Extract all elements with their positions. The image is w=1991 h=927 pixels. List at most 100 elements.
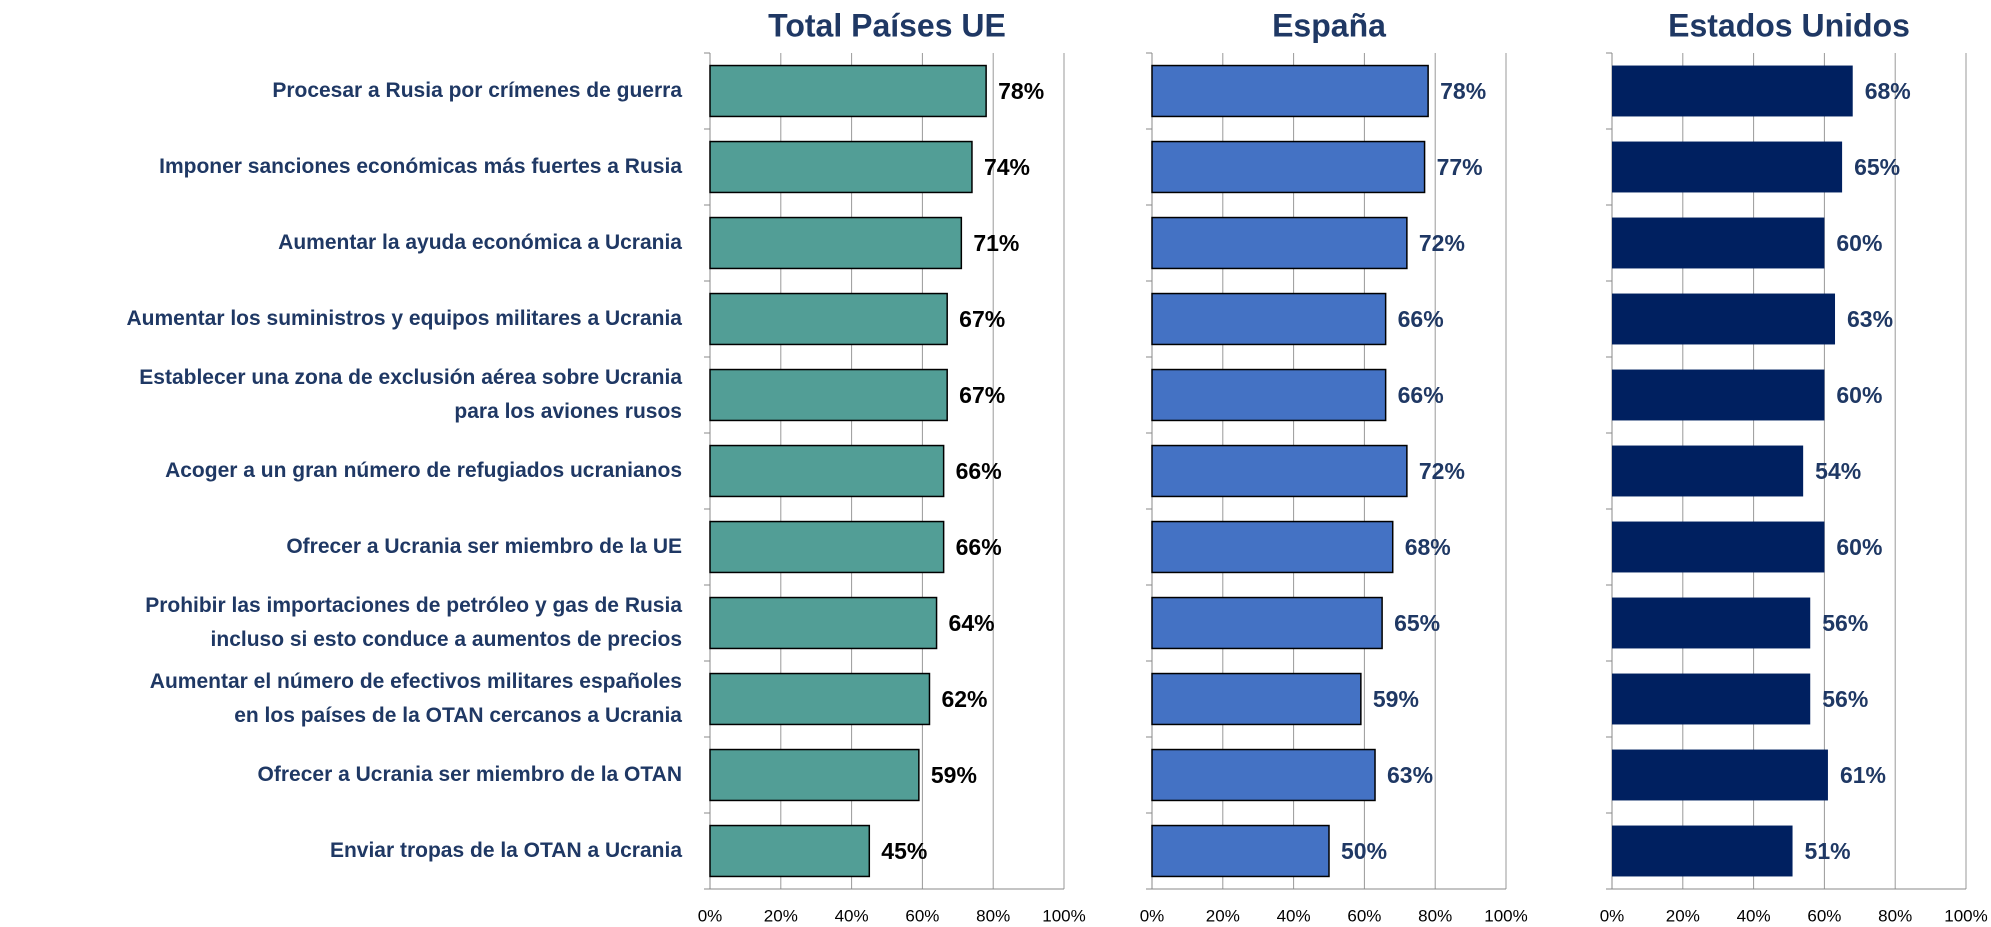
value-label: 66% bbox=[1398, 382, 1444, 408]
bar bbox=[1612, 673, 1811, 725]
bar bbox=[709, 368, 948, 422]
value-label: 65% bbox=[1854, 154, 1900, 180]
x-tick-label: 100% bbox=[1042, 906, 1085, 925]
x-tick-label: 80% bbox=[1418, 906, 1452, 925]
x-tick-label: 40% bbox=[1737, 906, 1771, 925]
bar bbox=[1612, 217, 1825, 269]
x-tick-label: 60% bbox=[1347, 906, 1381, 925]
value-label: 78% bbox=[998, 78, 1044, 104]
value-label: 62% bbox=[941, 686, 987, 712]
value-label: 65% bbox=[1394, 610, 1440, 636]
bar bbox=[709, 596, 938, 650]
value-label: 68% bbox=[1405, 534, 1451, 560]
bar bbox=[709, 140, 973, 194]
bar bbox=[709, 748, 920, 802]
bar bbox=[1612, 445, 1804, 497]
x-tick-label: 20% bbox=[1666, 906, 1700, 925]
x-tick-label: 20% bbox=[1206, 906, 1240, 925]
value-label: 45% bbox=[881, 838, 927, 864]
category-label: Imponer sanciones económicas más fuertes… bbox=[159, 155, 682, 178]
x-tick-label: 40% bbox=[835, 906, 869, 925]
value-label: 50% bbox=[1341, 838, 1387, 864]
category-label: Establecer una zona de exclusión aérea s… bbox=[139, 366, 682, 423]
bar bbox=[1151, 64, 1429, 118]
value-label: 59% bbox=[931, 762, 977, 788]
value-label: 63% bbox=[1847, 306, 1893, 332]
value-label: 56% bbox=[1822, 610, 1868, 636]
bar bbox=[1612, 597, 1811, 649]
value-label: 56% bbox=[1822, 686, 1868, 712]
chart-title: Estados Unidos bbox=[1668, 7, 1910, 43]
bar bbox=[1151, 824, 1330, 878]
value-label: 72% bbox=[1419, 458, 1465, 484]
bar bbox=[1151, 140, 1426, 194]
x-tick-label: 20% bbox=[764, 906, 798, 925]
x-tick-label: 60% bbox=[1807, 906, 1841, 925]
bar bbox=[709, 64, 987, 118]
x-tick-label: 0% bbox=[1140, 906, 1165, 925]
bar bbox=[709, 444, 945, 498]
chart-title: España bbox=[1272, 7, 1386, 43]
value-label: 54% bbox=[1815, 458, 1861, 484]
bar bbox=[1612, 521, 1825, 573]
bar bbox=[1612, 65, 1853, 117]
x-tick-label: 80% bbox=[1878, 906, 1912, 925]
bar bbox=[1151, 596, 1383, 650]
bar bbox=[1612, 369, 1825, 421]
value-label: 64% bbox=[949, 610, 995, 636]
bar bbox=[709, 292, 948, 346]
bar bbox=[1612, 749, 1828, 801]
x-tick-label: 60% bbox=[905, 906, 939, 925]
x-tick-label: 0% bbox=[698, 906, 723, 925]
value-label: 77% bbox=[1437, 154, 1483, 180]
value-label: 66% bbox=[956, 534, 1002, 560]
x-tick-label: 80% bbox=[976, 906, 1010, 925]
value-label: 66% bbox=[1398, 306, 1444, 332]
bar bbox=[1151, 368, 1387, 422]
chart-title: Total Países UE bbox=[768, 7, 1006, 43]
category-label: Acoger a un gran número de refugiados uc… bbox=[165, 459, 682, 482]
bar bbox=[1612, 293, 1836, 345]
value-label: 66% bbox=[956, 458, 1002, 484]
category-label: Aumentar los suministros y equipos milit… bbox=[126, 307, 682, 330]
value-label: 60% bbox=[1836, 382, 1882, 408]
value-label: 74% bbox=[984, 154, 1030, 180]
value-label: 60% bbox=[1836, 534, 1882, 560]
value-label: 59% bbox=[1373, 686, 1419, 712]
bar bbox=[709, 824, 871, 878]
x-tick-label: 0% bbox=[1600, 906, 1625, 925]
bar bbox=[1151, 292, 1387, 346]
value-label: 63% bbox=[1387, 762, 1433, 788]
x-tick-label: 100% bbox=[1944, 906, 1987, 925]
category-label: Ofrecer a Ucrania ser miembro de la OTAN bbox=[257, 763, 682, 786]
bar bbox=[1151, 672, 1362, 726]
value-label: 61% bbox=[1840, 762, 1886, 788]
x-tick-label: 100% bbox=[1484, 906, 1527, 925]
bar bbox=[709, 216, 963, 270]
value-label: 78% bbox=[1440, 78, 1486, 104]
bar bbox=[1151, 748, 1376, 802]
bar bbox=[1151, 444, 1408, 498]
value-label: 51% bbox=[1805, 838, 1851, 864]
bar bbox=[709, 672, 931, 726]
value-label: 71% bbox=[973, 230, 1019, 256]
category-label: Prohibir las importaciones de petróleo y… bbox=[145, 594, 682, 651]
bar bbox=[1151, 520, 1394, 574]
bar bbox=[709, 520, 945, 574]
value-label: 72% bbox=[1419, 230, 1465, 256]
category-label: Ofrecer a Ucrania ser miembro de la UE bbox=[286, 535, 682, 558]
value-label: 67% bbox=[959, 382, 1005, 408]
category-label: Procesar a Rusia por crímenes de guerra bbox=[272, 79, 682, 102]
category-label: Aumentar el número de efectivos militare… bbox=[149, 670, 682, 727]
value-label: 67% bbox=[959, 306, 1005, 332]
x-tick-label: 40% bbox=[1277, 906, 1311, 925]
value-label: 60% bbox=[1836, 230, 1882, 256]
value-label: 68% bbox=[1865, 78, 1911, 104]
bar bbox=[1151, 216, 1408, 270]
bar bbox=[1612, 141, 1843, 193]
bar bbox=[1612, 825, 1793, 877]
category-label: Aumentar la ayuda económica a Ucrania bbox=[278, 231, 682, 254]
category-label: Enviar tropas de la OTAN a Ucrania bbox=[329, 839, 682, 862]
